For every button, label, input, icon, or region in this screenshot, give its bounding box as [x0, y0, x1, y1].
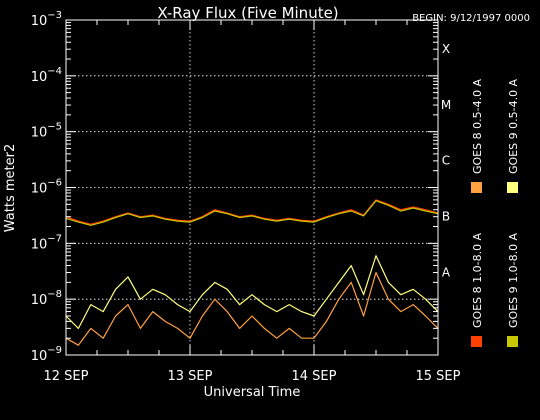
x-axis-label: Universal Time — [204, 385, 301, 400]
legend-swatch-0 — [471, 336, 482, 347]
series-line-0 — [65, 199, 439, 225]
legend-label-0: GOES 8 1.0-8.0 A — [471, 232, 484, 328]
x-tick-label-3: 15 SEP — [416, 369, 461, 384]
series-lines — [65, 199, 439, 346]
y-tick-labels: 10−3 10−4 10−5 10−6 10−7 10−8 10−9 — [31, 10, 62, 364]
flare-class-label-1: M — [441, 98, 451, 112]
flare-class-label-4: A — [442, 265, 451, 279]
series-line-2 — [65, 200, 439, 226]
x-tick-label-1: 13 SEP — [168, 369, 213, 384]
legend-swatch-1 — [471, 182, 482, 193]
legend-swatch-3 — [507, 182, 518, 193]
x-tick-label-2: 14 SEP — [292, 369, 337, 384]
flare-class-labels: X M C B A — [441, 42, 451, 279]
y-tick-label-2: 10−5 — [31, 122, 62, 141]
series-line-1 — [65, 271, 439, 346]
chart-title: X-Ray Flux (Five Minute) — [157, 4, 338, 22]
flare-class-label-3: B — [442, 209, 450, 223]
legend-swatch-2 — [507, 336, 518, 347]
y-tick-label-4: 10−7 — [31, 233, 62, 252]
legend-label-3: GOES 9 0.5-4.0 A — [507, 78, 520, 174]
y-tick-label-0: 10−3 — [31, 10, 62, 29]
y-tick-label-3: 10−6 — [31, 178, 62, 197]
legend-label-2: GOES 9 1.0-8.0 A — [507, 232, 520, 328]
legend-label-1: GOES 8 0.5-4.0 A — [471, 78, 484, 174]
series-line-3 — [65, 255, 439, 329]
x-tick-labels: 12 SEP 13 SEP 14 SEP 15 SEP — [44, 369, 461, 384]
y-axis-label: Watts meter2 — [3, 144, 18, 232]
axis-ticks — [65, 19, 439, 356]
y-tick-label-1: 10−4 — [31, 66, 62, 85]
y-tick-label-6: 10−9 — [31, 345, 62, 364]
flare-class-label-0: X — [442, 42, 450, 56]
y-tick-label-5: 10−8 — [31, 289, 62, 308]
x-tick-label-0: 12 SEP — [44, 369, 89, 384]
begin-label: BEGIN: 9/12/1997 0000 — [412, 13, 530, 24]
flare-class-label-2: C — [442, 154, 450, 168]
legend: GOES 8 1.0-8.0 A GOES 8 0.5-4.0 A GOES 9 1… — [471, 78, 520, 347]
